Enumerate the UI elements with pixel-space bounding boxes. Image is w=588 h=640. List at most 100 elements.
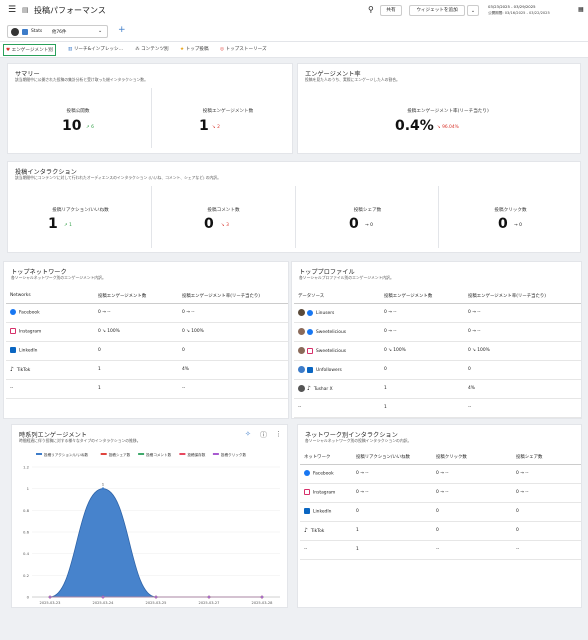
- add-widget-button[interactable]: ウィジェットを追加: [409, 5, 465, 16]
- rate-cell: 0: [464, 360, 581, 380]
- x-tick-label: 2025-03-27: [199, 601, 220, 605]
- top-network-card: トップネットワーク 各ソーシャルネットワーク別のエンゲージメント内訳。 Netw…: [3, 261, 289, 419]
- profile-name: Sweetelicious: [316, 349, 347, 354]
- table-row[interactable]: LinkedIn 0 0: [6, 341, 288, 361]
- network-name: TikTok: [16, 368, 31, 373]
- x-tick-label: 2025-03-23: [40, 601, 61, 605]
- filter-icon[interactable]: ⚲: [368, 5, 374, 14]
- column-header[interactable]: 投稿エンゲージメント率(リーチ当たり): [464, 289, 581, 304]
- rate-value: 0.4%: [395, 118, 434, 134]
- column-header[interactable]: 投稿エンゲージメント数: [380, 289, 464, 304]
- y-tick-label: 1.2: [23, 465, 30, 470]
- table-row[interactable]: ♪ Tushar X 1 4%: [294, 379, 581, 399]
- linkedin-icon: [307, 366, 313, 373]
- table-row[interactable]: -- 1 -- --: [300, 540, 581, 560]
- profile-selector[interactable]: Stats 他76件 ⌄: [7, 25, 108, 38]
- ai-sparkle-icon[interactable]: ✧: [245, 430, 251, 438]
- card-subtitle: 各ソーシャルネットワーク別のエンゲージメント内訳。: [11, 275, 106, 280]
- network-cell: ♪ TikTok: [6, 360, 94, 380]
- chevron-down-icon[interactable]: ⌄: [467, 5, 479, 16]
- column-header[interactable]: 投稿クリック数: [432, 450, 512, 465]
- divider: [151, 186, 152, 248]
- share-button[interactable]: 共有: [380, 5, 402, 16]
- y-tick-label: 1: [27, 486, 30, 491]
- tab-bar: [0, 42, 588, 58]
- tiktok-icon: ♪: [10, 366, 14, 373]
- menu-icon[interactable]: ☰: [8, 5, 17, 15]
- table-row[interactable]: Instagram 0 → -- 0 → -- 0 → --: [300, 483, 581, 503]
- page-title: 投稿パフォーマンス: [34, 6, 106, 15]
- reactions-cell: 0: [352, 502, 432, 522]
- shares-cell: --: [512, 540, 581, 560]
- more-icon[interactable]: ⋮: [275, 430, 282, 438]
- network-name: LinkedIn: [313, 509, 332, 515]
- table-row[interactable]: LinkedIn 0 0 0: [300, 502, 581, 522]
- tab-engagement[interactable]: ♥ エンゲージメント別: [3, 44, 56, 56]
- metric-value: 0: [498, 216, 508, 232]
- chevron-down-icon: ⌄: [98, 28, 103, 34]
- table-header: データソース 投稿エンゲージメント数 投稿エンゲージメント率(リーチ当たり): [294, 289, 581, 304]
- engagement-cell: 1: [94, 360, 178, 380]
- data-label: 1: [102, 482, 105, 487]
- card-subtitle: 各ソーシャルプロファイル別のエンゲージメント内訳。: [299, 275, 394, 280]
- profile-count: 他76件: [52, 30, 67, 35]
- posts-label: 投稿公開数: [66, 109, 90, 114]
- metric-shares: 投稿シェア数 0 → 0: [295, 162, 438, 252]
- table-row[interactable]: -- 1 --: [6, 379, 288, 399]
- reactions-cell: 1: [352, 521, 432, 541]
- table-row[interactable]: Sweetelicious 0 ↘ 100% 0 ↘ 100%: [294, 341, 581, 361]
- table-row[interactable]: -- 1 --: [294, 398, 581, 418]
- publish-date-range: 公開期間: 03/16/2025 - 03/22/2025: [488, 11, 550, 15]
- linkedin-icon: [304, 508, 310, 515]
- card-subtitle: 各ソーシャルネットワーク別の投稿インタラクションの内訳。: [305, 438, 412, 443]
- engagement-value: 1: [199, 118, 209, 134]
- tab-top-posts[interactable]: ★ トップ投稿: [178, 44, 211, 56]
- card-title: 時系列エンゲージメント: [19, 432, 87, 439]
- profile-cell: --: [294, 398, 380, 418]
- table-row[interactable]: ♪ TikTok 1 0 0: [300, 521, 581, 541]
- column-header[interactable]: ネットワーク: [300, 450, 352, 465]
- add-filter-button[interactable]: +: [118, 25, 126, 35]
- y-tick-label: 0: [27, 595, 30, 600]
- table-row[interactable]: Linusers 0 → -- 0 → --: [294, 303, 581, 323]
- table-row[interactable]: Facebook 0 → -- 0 → --: [6, 303, 288, 323]
- table-row[interactable]: Sweetelicious 0 → -- 0 → --: [294, 322, 581, 342]
- date-range[interactable]: 03/23/2025 - 03/29/2025: [488, 4, 536, 9]
- rate-cell: --: [178, 379, 288, 399]
- table-row[interactable]: Facebook 0 → -- 0 → -- 0 → --: [300, 464, 581, 484]
- x-tick-label: 2025-03-25: [146, 601, 167, 605]
- profile-cell: ♪ Tushar X: [294, 379, 380, 399]
- info-icon[interactable]: ⓘ: [260, 431, 267, 439]
- legend-label: 投稿クリック数: [221, 452, 247, 457]
- network-name: LinkedIn: [19, 348, 38, 354]
- network-cell: --: [300, 540, 352, 560]
- column-header[interactable]: 投稿シェア数: [512, 450, 581, 465]
- chart-area: 1: [48, 482, 264, 599]
- column-header[interactable]: 投稿エンゲージメント率(リーチ当たり): [178, 289, 288, 304]
- profile-cell: Unfollowers: [294, 360, 380, 380]
- column-header[interactable]: 投稿リアクション/いいね数: [352, 450, 432, 465]
- card-subtitle: 該当期間中に公開された投稿の集計分析と受け取った総インタラクション数。: [15, 77, 148, 82]
- header-bar: ☰ ▤ 投稿パフォーマンス ⚲ 共有 ウィジェットを追加 ⌄ 03/23/202…: [0, 0, 588, 20]
- table-row[interactable]: Unfollowers 0 0: [294, 360, 581, 380]
- table-row[interactable]: Instagram 0 ↘ 100% 0 ↘ 100%: [6, 322, 288, 342]
- table-row[interactable]: ♪ TikTok 1 4%: [6, 360, 288, 380]
- clicks-cell: 0 → --: [432, 483, 512, 503]
- tab-top-stories[interactable]: ◎ トップストーリーズ: [218, 44, 269, 56]
- tab-reach[interactable]: ▥ リーチ&インプレッシ…: [66, 44, 125, 56]
- network-cell: Instagram: [6, 322, 94, 342]
- column-header[interactable]: 投稿エンゲージメント数: [94, 289, 178, 304]
- table-header: Networks 投稿エンゲージメント数 投稿エンゲージメント率(リーチ当たり): [6, 289, 288, 304]
- profile-cell: Sweetelicious: [294, 322, 380, 342]
- divider: [295, 186, 296, 248]
- column-header[interactable]: データソース: [294, 289, 380, 304]
- shares-cell: 0 → --: [512, 483, 581, 503]
- metric-value: 0: [204, 216, 214, 232]
- column-header[interactable]: Networks: [6, 289, 94, 304]
- network-name: Instagram: [19, 329, 42, 335]
- tab-content[interactable]: ⁂ コンテンツ別: [133, 44, 171, 56]
- tiktok-icon: ♪: [304, 527, 308, 534]
- engagement-cell: 0 ↘ 100%: [380, 341, 464, 361]
- metric-delta: → 0: [365, 223, 373, 228]
- calendar-icon[interactable]: ▦: [578, 6, 584, 13]
